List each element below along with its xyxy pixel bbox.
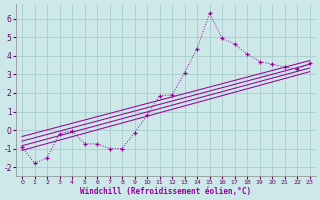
X-axis label: Windchill (Refroidissement éolien,°C): Windchill (Refroidissement éolien,°C) (80, 187, 252, 196)
